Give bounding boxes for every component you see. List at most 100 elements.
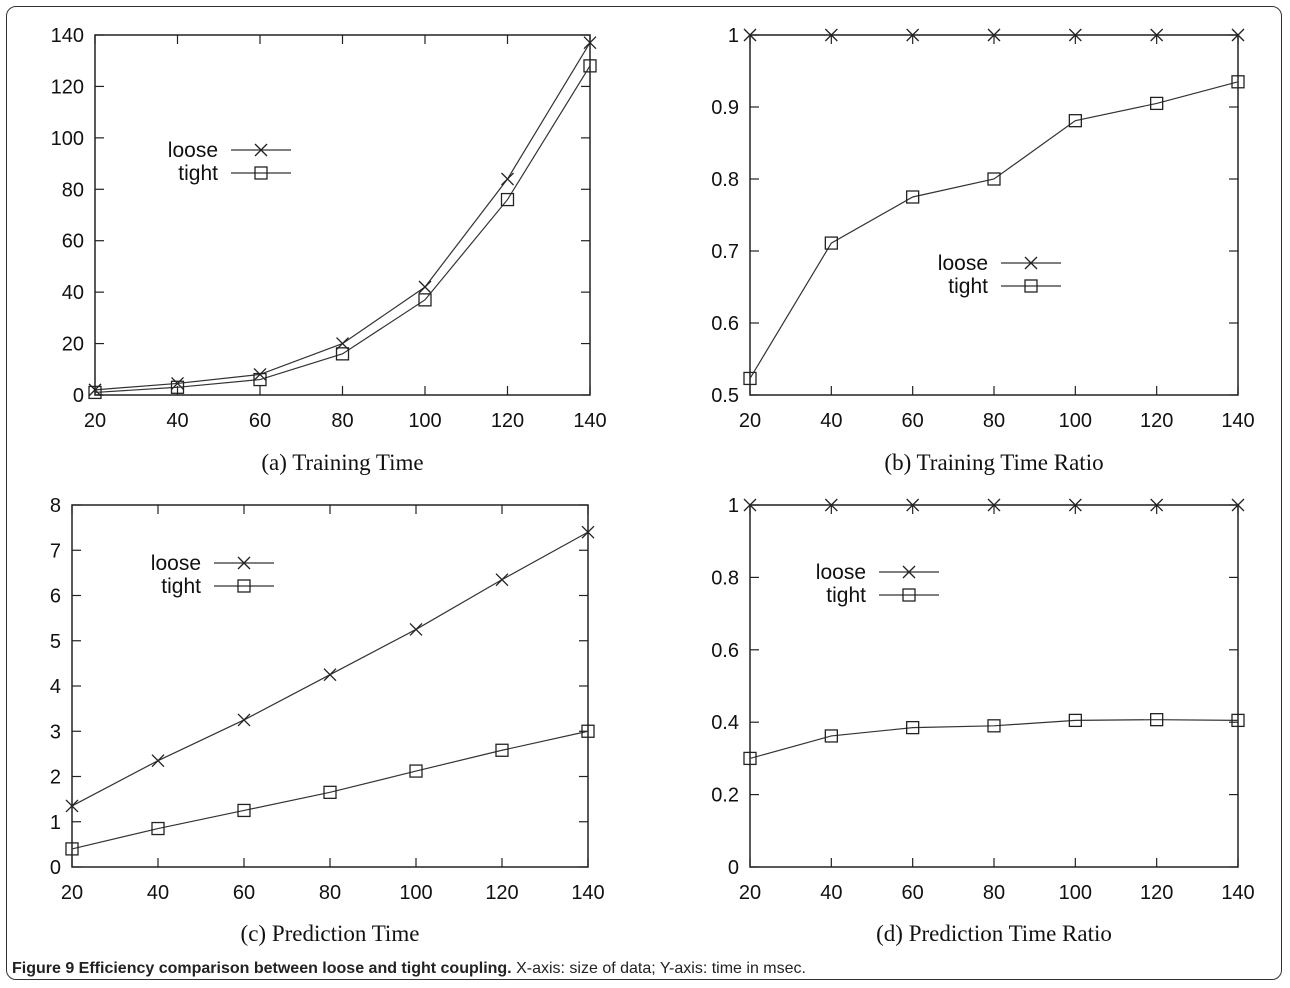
series-line-tight <box>749 719 1239 759</box>
data-point-loose-stroke-b <box>418 280 432 294</box>
data-point-loose-stroke-b <box>581 525 595 539</box>
data-point-tight <box>987 719 1001 733</box>
y-tick-label: 1 <box>50 812 61 834</box>
data-point-tight <box>743 751 757 766</box>
series-tight <box>743 713 1245 766</box>
data-point-tight <box>151 821 165 836</box>
data-point-tight <box>88 385 102 400</box>
data-point-loose <box>409 622 423 636</box>
x-tick-label: 100 <box>1059 882 1092 904</box>
series-loose <box>88 36 597 397</box>
y-tick-label: 0.8 <box>711 169 739 191</box>
data-point-loose <box>906 28 920 42</box>
series-tight <box>743 75 1245 386</box>
legend-label-loose: loose <box>168 139 218 162</box>
data-point-loose-stroke-b <box>151 754 165 768</box>
y-tick-label: 1 <box>728 25 739 47</box>
data-point-tight <box>237 803 251 818</box>
data-point-loose-stroke-b <box>987 28 1001 42</box>
y-tick-label: 60 <box>62 231 84 253</box>
y-tick-label: 5 <box>50 631 61 653</box>
data-point-loose-stroke-b <box>495 573 509 587</box>
x-tick-label: 60 <box>902 882 924 904</box>
x-tick-label: 20 <box>84 410 106 432</box>
series-tight <box>65 724 595 856</box>
data-point-tight <box>1150 713 1164 727</box>
data-point-tight <box>987 172 1001 186</box>
x-tick-label: 40 <box>147 882 169 904</box>
data-point-loose-stroke-b <box>237 713 251 727</box>
y-tick-label: 0.5 <box>711 385 739 407</box>
x-tick-label: 20 <box>739 882 761 904</box>
x-tick-label: 100 <box>1059 410 1092 432</box>
y-tick-label: 4 <box>50 676 61 698</box>
data-point-loose-stroke-b <box>501 172 514 186</box>
legend-marker-loose-stroke-b <box>254 143 268 157</box>
data-point-tight <box>824 729 838 743</box>
x-tick-label: 120 <box>1140 410 1173 432</box>
x-tick-label: 120 <box>1140 882 1173 904</box>
x-tick-label: 100 <box>408 410 441 432</box>
data-point-loose-stroke-b <box>1231 28 1245 42</box>
data-point-tight <box>65 842 79 856</box>
series-line-tight <box>71 730 589 850</box>
data-point-loose <box>1068 498 1082 512</box>
series-line-loose <box>71 531 589 807</box>
y-tick-label: 6 <box>50 586 61 608</box>
data-point-tight <box>906 720 920 735</box>
data-point-tight <box>1150 96 1164 111</box>
y-tick-label: 100 <box>51 128 84 150</box>
data-point-tight <box>581 724 595 738</box>
legend-marker-loose-stroke-b <box>1024 256 1038 270</box>
data-point-tight <box>906 190 920 204</box>
y-tick-label: 80 <box>62 179 84 201</box>
series-tight <box>88 59 597 400</box>
x-tick-label: 60 <box>249 410 271 432</box>
figure-caption-text: X-axis: size of data; Y-axis: time in ms… <box>511 960 806 977</box>
chart-caption: (c) Prediction Time <box>241 921 420 946</box>
y-tick-label: 20 <box>62 334 84 356</box>
y-tick-label: 140 <box>51 25 84 47</box>
data-point-loose-stroke-b <box>1150 498 1164 512</box>
legend-marker-tight <box>254 166 268 180</box>
chart-caption: (a) Training Time <box>261 450 423 475</box>
data-point-loose-stroke-b <box>1150 28 1164 42</box>
data-point-loose-stroke-b <box>1068 498 1082 512</box>
series-loose <box>65 525 595 813</box>
data-point-loose-stroke-b <box>409 622 423 636</box>
x-tick-label: 20 <box>739 410 761 432</box>
x-tick-label: 140 <box>1221 882 1254 904</box>
data-point-loose-stroke-b <box>65 799 79 813</box>
data-point-loose <box>987 498 1001 512</box>
series-loose <box>743 498 1245 512</box>
x-tick-label: 80 <box>983 882 1005 904</box>
data-point-tight <box>1068 114 1082 128</box>
legend-label-loose: loose <box>151 552 201 575</box>
x-tick-label: 40 <box>820 882 842 904</box>
legend-marker-loose <box>902 565 916 579</box>
data-point-tight <box>495 743 509 757</box>
figure-caption-title: Figure 9 Efficiency comparison between l… <box>12 960 512 977</box>
data-point-loose <box>1150 498 1164 512</box>
series-line-tight <box>749 81 1239 379</box>
data-point-loose <box>824 28 838 42</box>
x-tick-label: 140 <box>573 410 606 432</box>
x-tick-label: 20 <box>61 882 83 904</box>
data-point-loose-stroke-b <box>1068 28 1082 42</box>
data-point-loose <box>501 172 514 186</box>
legend-marker-tight <box>237 579 251 593</box>
series-loose <box>743 28 1245 42</box>
y-tick-label: 0.4 <box>711 712 739 734</box>
legend-marker-loose <box>254 143 268 157</box>
data-point-loose-stroke-b <box>906 498 920 512</box>
data-point-loose-stroke-b <box>987 498 1001 512</box>
data-point-loose <box>323 668 337 682</box>
data-point-loose <box>65 799 79 813</box>
